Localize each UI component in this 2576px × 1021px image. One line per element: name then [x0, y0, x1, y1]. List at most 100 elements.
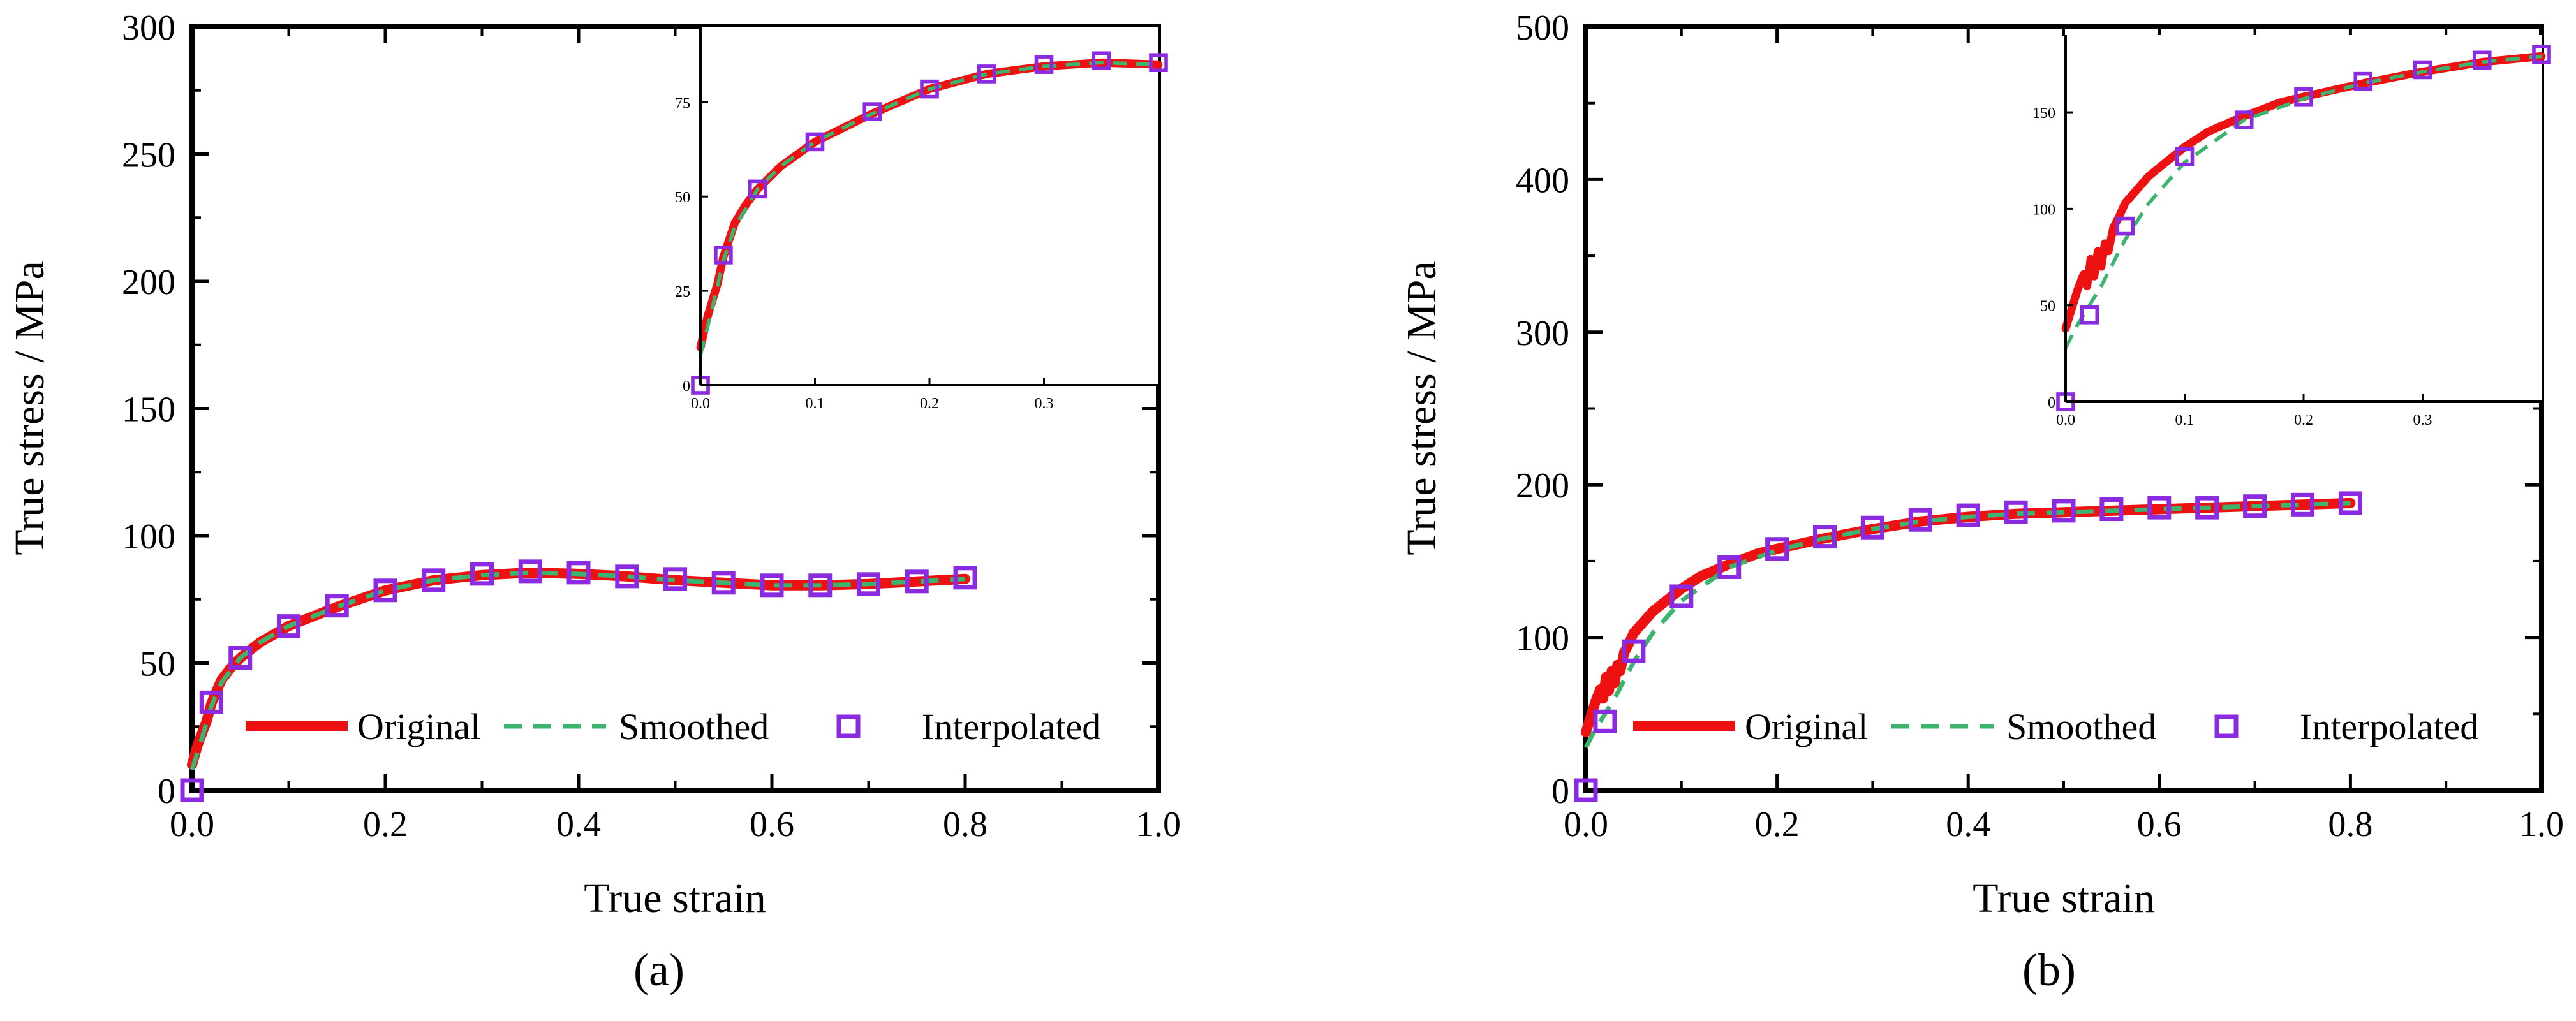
- interpolated-marker: [953, 566, 977, 590]
- inset-series-smoothed-line: [699, 61, 1159, 356]
- inset-interpolated-marker: [2115, 216, 2135, 236]
- x-tick-label: 0.6: [750, 805, 794, 844]
- x-tick-label: 0.6: [2137, 805, 2182, 844]
- interpolated-marker: [180, 778, 204, 802]
- interpolated-marker: [2147, 496, 2172, 520]
- y-tick-label: 100: [1516, 619, 1569, 659]
- inset-x-tick-label: 0.0: [691, 395, 710, 412]
- x-tick-label: 0.2: [1755, 805, 1800, 844]
- inset-interpolated-marker: [2080, 305, 2099, 325]
- interpolated-marker: [422, 568, 446, 592]
- series-smoothed-line: [1583, 501, 2351, 749]
- x-tick-label: 0.0: [1564, 805, 1608, 844]
- interpolated-marker: [1622, 639, 1646, 663]
- interpolated-marker: [1813, 525, 1837, 549]
- inset-interpolated-marker: [1149, 53, 1168, 72]
- interpolated-marker: [1860, 515, 1884, 540]
- interpolated-marker: [2004, 500, 2028, 524]
- y-tick-label: 100: [122, 517, 175, 557]
- interpolated-marker: [1908, 508, 1932, 532]
- y-axis-title: True stress / MPa: [1398, 261, 1445, 555]
- legend-interpolated-swatch: [836, 714, 861, 738]
- inset-interpolated-marker: [1092, 51, 1111, 71]
- x-axis-title: True strain: [584, 875, 766, 922]
- inset-y-tick-label: 0: [683, 378, 690, 395]
- x-axis-title: True strain: [1973, 875, 2154, 922]
- inset-interpolated-marker: [2175, 147, 2195, 166]
- interpolated-marker: [1574, 778, 1598, 802]
- interpolated-marker: [1956, 503, 1980, 527]
- inset-x-tick-label: 0.3: [2413, 412, 2432, 429]
- series-original-line: [187, 567, 970, 770]
- inset-series-original-line: [2061, 52, 2546, 333]
- panel-label: (b): [2022, 944, 2076, 995]
- interpolated-marker: [1717, 555, 1742, 579]
- inset-x-tick-label: 0.2: [2294, 412, 2313, 429]
- series-smoothed-line: [189, 570, 966, 771]
- series-original-line: [1581, 497, 2356, 737]
- y-tick-label: 150: [122, 390, 175, 430]
- y-axis-title: True stress / MPa: [6, 261, 53, 555]
- interpolated-marker: [905, 569, 929, 594]
- interpolated-marker: [566, 561, 591, 585]
- inset-interpolated-marker: [2472, 50, 2492, 70]
- inset-x-tick-label: 0.1: [2175, 412, 2195, 429]
- interpolated-marker: [1669, 584, 1694, 608]
- interpolated-marker: [277, 614, 300, 638]
- inset-interpolated-marker: [862, 102, 882, 121]
- interpolated-marker: [808, 573, 833, 598]
- interpolated-marker: [1765, 537, 1789, 561]
- inset-interpolated-marker: [1034, 55, 1054, 74]
- legend-interpolated-swatch: [2214, 714, 2239, 738]
- inset-interpolated-marker: [714, 246, 733, 265]
- legend-interpolated-label: Interpolated: [922, 706, 1100, 747]
- inset-x-tick-label: 0.2: [920, 395, 939, 412]
- y-tick-label: 400: [1516, 161, 1569, 200]
- interpolated-marker: [2195, 496, 2219, 520]
- panel-a: 0.0 0.2 0.4 0.6 0.8 1.0050100150200250300True…: [6, 8, 1181, 995]
- y-tick-label: 250: [122, 136, 175, 175]
- interpolated-marker: [373, 578, 397, 603]
- inset-interpolated-marker: [2294, 87, 2313, 107]
- interpolated-marker: [711, 571, 736, 595]
- inset-interpolated-marker: [2413, 60, 2432, 80]
- x-tick-label: 1.0: [1136, 805, 1181, 844]
- y-tick-label: 50: [140, 645, 175, 684]
- y-tick-label: 300: [1516, 314, 1569, 353]
- inset-series-smoothed-line: [2064, 54, 2542, 349]
- interpolated-marker: [760, 573, 784, 598]
- interpolated-marker: [470, 562, 494, 586]
- x-tick-label: 0.2: [363, 805, 408, 844]
- interpolated-marker: [857, 572, 880, 596]
- inset-y-tick-label: 75: [675, 95, 690, 112]
- legend-smoothed-label: Smoothed: [2006, 706, 2156, 747]
- y-tick-label: 500: [1516, 8, 1569, 48]
- inset-y-tick-label: 50: [2040, 298, 2055, 315]
- inset-y-tick-label: 150: [2032, 105, 2055, 122]
- interpolated-marker: [1593, 709, 1617, 733]
- legend-original-label: Original: [1745, 706, 1868, 747]
- inset-x-tick-label: 0.0: [2056, 412, 2075, 429]
- inset-y-tick-label: 0: [2048, 395, 2055, 411]
- legend-smoothed-label: Smoothed: [619, 706, 769, 747]
- y-tick-label: 0: [1551, 772, 1569, 811]
- x-tick-label: 0.8: [2328, 805, 2372, 844]
- y-tick-label: 200: [122, 263, 175, 302]
- y-tick-label: 200: [1516, 466, 1569, 506]
- interpolated-marker: [199, 690, 223, 714]
- interpolated-marker: [2243, 494, 2267, 518]
- inset-y-tick-label: 50: [675, 189, 690, 206]
- inset-interpolated-marker: [2532, 45, 2551, 64]
- interpolated-marker: [663, 567, 687, 591]
- inset-interpolated-marker: [920, 79, 939, 99]
- x-tick-label: 0.4: [556, 805, 601, 844]
- x-tick-label: 1.0: [2519, 805, 2564, 844]
- legend-interpolated-label: Interpolated: [2300, 706, 2478, 747]
- interpolated-marker: [615, 564, 639, 589]
- inset-interpolated-marker: [805, 132, 825, 152]
- x-tick-label: 0.8: [943, 805, 988, 844]
- y-tick-label: 0: [158, 772, 175, 811]
- inset-x-tick-label: 0.3: [1035, 395, 1054, 412]
